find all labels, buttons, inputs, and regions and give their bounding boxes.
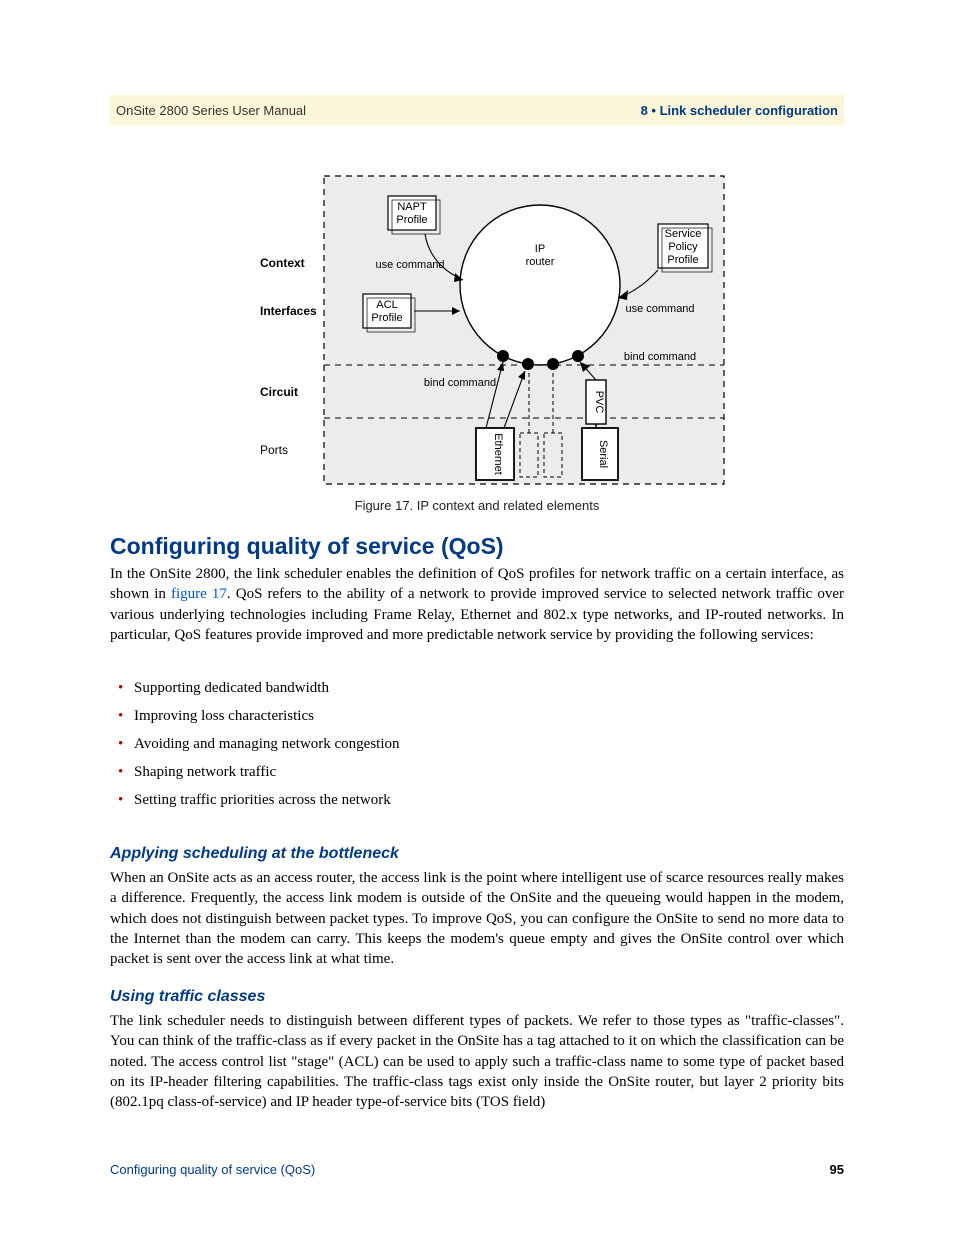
heading-bottleneck: Applying scheduling at the bottleneck — [110, 845, 399, 863]
intro-paragraph: In the OnSite 2800, the link scheduler e… — [110, 564, 844, 645]
napt-profile-box: NAPT Profile — [388, 196, 440, 234]
row-label-interfaces: Interfaces — [260, 304, 317, 318]
row-label-circuit: Circuit — [260, 385, 298, 399]
row-label-context: Context — [260, 256, 305, 270]
heading-qos: Configuring quality of service (QoS) — [110, 533, 504, 560]
row-label-ports: Ports — [260, 443, 288, 457]
svg-text:NAPT: NAPT — [397, 201, 427, 213]
page-header: OnSite 2800 Series User Manual 8 • Link … — [110, 95, 844, 125]
header-chapter-title: 8 • Link scheduler configuration — [641, 103, 838, 118]
svg-text:Profile: Profile — [371, 312, 402, 324]
ip-context-diagram: Context Interfaces Circuit Ports IP rout… — [260, 170, 730, 490]
figure-caption: Figure 17. IP context and related elemen… — [110, 498, 844, 513]
bullet-item: Setting traffic priorities across the ne… — [110, 792, 844, 809]
bullet-item: Avoiding and managing network congestion — [110, 736, 844, 753]
svg-text:Serial: Serial — [597, 440, 609, 468]
page-footer: Configuring quality of service (QoS) 95 — [110, 1162, 844, 1177]
header-manual-title: OnSite 2800 Series User Manual — [116, 103, 306, 118]
heading-traffic-classes: Using traffic classes — [110, 988, 265, 1006]
bind-command-right: bind command — [624, 351, 696, 363]
bottleneck-paragraph: When an OnSite acts as an access router,… — [110, 868, 844, 969]
bullet-item: Supporting dedicated bandwidth — [110, 680, 844, 697]
bind-command-left: bind command — [424, 377, 496, 389]
pvc-box: PVC — [586, 380, 606, 424]
bullet-item: Improving loss characteristics — [110, 708, 844, 725]
footer-section-title: Configuring quality of service (QoS) — [110, 1162, 315, 1177]
ip-router-label-2: router — [526, 256, 555, 268]
acl-profile-box: ACL Profile — [363, 294, 415, 332]
use-command-right: use command — [625, 303, 694, 315]
ip-router-label-1: IP — [535, 243, 545, 255]
serial-port-box: Serial — [582, 428, 618, 480]
service-policy-profile-box: Service Policy Profile — [658, 224, 712, 272]
svg-text:PVC: PVC — [593, 391, 605, 414]
svg-text:Service: Service — [665, 228, 702, 240]
svg-text:ACL: ACL — [376, 299, 397, 311]
page-number: 95 — [830, 1162, 844, 1177]
qos-services-list: Supporting dedicated bandwidth Improving… — [110, 680, 844, 820]
bullet-item: Shaping network traffic — [110, 764, 844, 781]
svg-text:Ethernet: Ethernet — [492, 433, 504, 475]
traffic-classes-paragraph: The link scheduler needs to distinguish … — [110, 1011, 844, 1112]
svg-text:Profile: Profile — [396, 214, 427, 226]
ethernet-port-box: Ethernet — [476, 428, 514, 480]
svg-text:Policy: Policy — [668, 241, 698, 253]
use-command-left: use command — [375, 259, 444, 271]
svg-text:Profile: Profile — [667, 254, 698, 266]
figure-link[interactable]: figure 17 — [171, 586, 227, 602]
